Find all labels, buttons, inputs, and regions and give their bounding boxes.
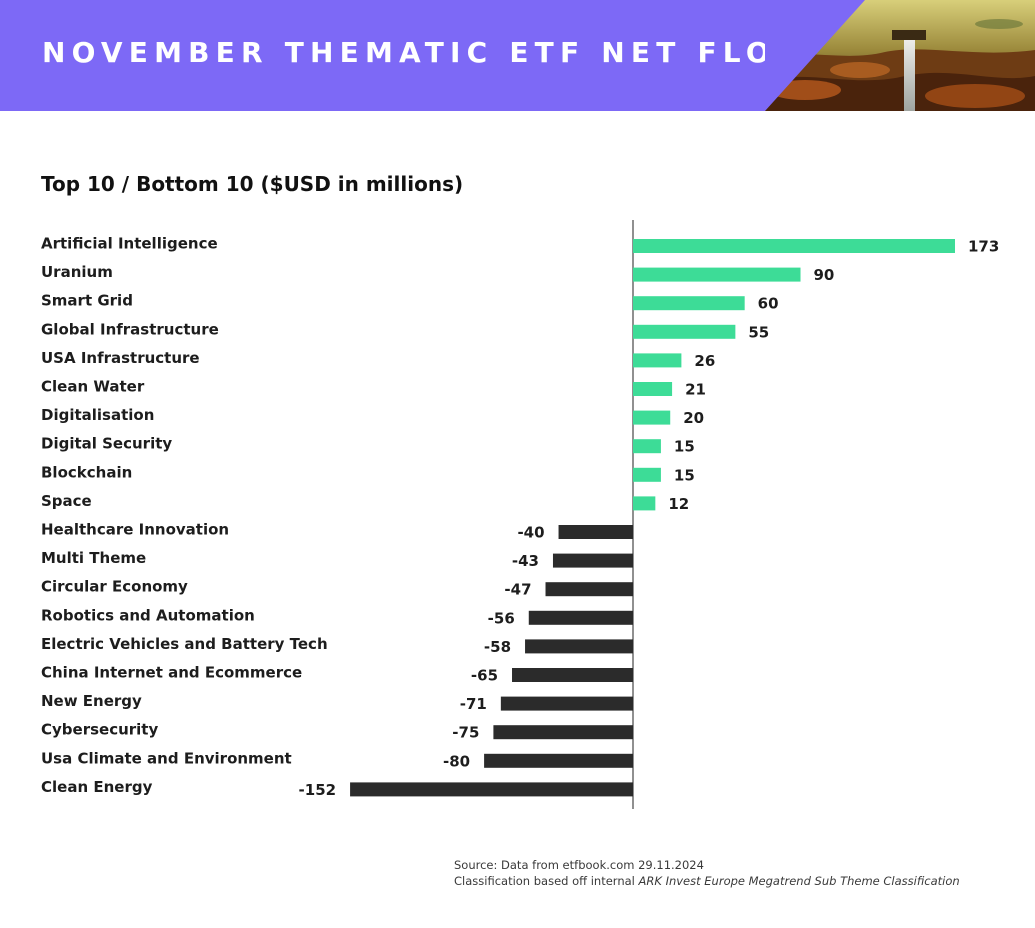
category-label: Digital Security (41, 435, 172, 453)
classification-line: Classification based off internal ARK In… (454, 873, 960, 889)
value-label: 15 (674, 466, 695, 484)
category-label: Multi Theme (41, 549, 146, 567)
value-label: 55 (748, 323, 769, 341)
value-label: -40 (517, 524, 544, 542)
category-label: Blockchain (41, 463, 132, 481)
bar-negative (558, 525, 633, 539)
value-label: 12 (668, 495, 689, 513)
category-label: Clean Energy (41, 778, 153, 796)
category-label: Circular Economy (41, 578, 188, 596)
value-label: -56 (488, 609, 515, 627)
bar-positive (633, 324, 736, 339)
classification-prefix: Classification based off internal (454, 874, 639, 888)
waterfall-photo (765, 0, 1035, 111)
bar-positive (633, 496, 656, 511)
category-label: Uranium (41, 263, 113, 281)
chart-title: Top 10 / Bottom 10 ($USD in millions) (41, 172, 464, 196)
value-label: -65 (471, 667, 498, 685)
category-label: Clean Water (41, 378, 145, 396)
category-label: Healthcare Innovation (41, 521, 229, 539)
bar-positive (633, 267, 801, 282)
category-label: Digitalisation (41, 406, 154, 424)
bar-chart: Artificial Intelligence 173 Uranium 90 Smart… (41, 220, 999, 809)
value-label: 20 (683, 409, 704, 427)
category-label: Artificial Intelligence (41, 235, 218, 253)
classification-emphasis: ARK Invest Europe Megatrend Sub Theme Cl… (638, 874, 960, 888)
category-label: Cybersecurity (41, 721, 158, 739)
source-line: Source: Data from etfbook.com 29.11.2024 (454, 858, 704, 872)
bar-negative (350, 782, 633, 797)
value-label: 173 (968, 238, 999, 256)
bar-negative (545, 582, 633, 597)
bar-positive (633, 353, 682, 368)
header-banner: NOVEMBER THEMATIC ETF NET FLOWS (0, 0, 1035, 111)
category-label: USA Infrastructure (41, 349, 200, 367)
bar-negative (500, 696, 633, 711)
value-label: -58 (484, 638, 511, 656)
bar-positive (633, 239, 955, 253)
category-label: Usa Climate and Environment (41, 749, 292, 767)
page-title: NOVEMBER THEMATIC ETF NET FLOWS (42, 36, 840, 69)
bar-positive (633, 439, 661, 454)
bar-negative (512, 668, 633, 682)
value-label: 26 (694, 352, 715, 370)
category-label: Smart Grid (41, 292, 133, 310)
value-label: 15 (674, 438, 695, 456)
bar-negative (525, 639, 633, 654)
bar-positive (633, 296, 745, 311)
category-label: Electric Vehicles and Battery Tech (41, 635, 328, 653)
value-label: -47 (504, 581, 531, 599)
bar-negative (493, 725, 633, 740)
value-label: -71 (460, 695, 487, 713)
bar-negative (528, 610, 633, 625)
value-label: 21 (685, 381, 706, 399)
bar-negative (552, 553, 633, 568)
category-label: Global Infrastructure (41, 320, 219, 338)
bar-positive (633, 382, 673, 396)
category-label: New Energy (41, 692, 142, 710)
value-label: -80 (443, 752, 470, 770)
value-label: -152 (299, 781, 337, 799)
bar-positive (633, 467, 661, 482)
value-label: -43 (512, 552, 539, 570)
source-note: Source: Data from etfbook.com 29.11.2024… (454, 857, 960, 889)
value-label: 90 (814, 266, 835, 284)
category-label: China Internet and Ecommerce (41, 664, 302, 682)
value-label: 60 (758, 295, 779, 313)
bar-positive (633, 410, 671, 425)
bar-negative (484, 753, 633, 768)
category-label: Space (41, 492, 92, 510)
value-label: -75 (452, 724, 479, 742)
category-label: Robotics and Automation (41, 606, 255, 624)
